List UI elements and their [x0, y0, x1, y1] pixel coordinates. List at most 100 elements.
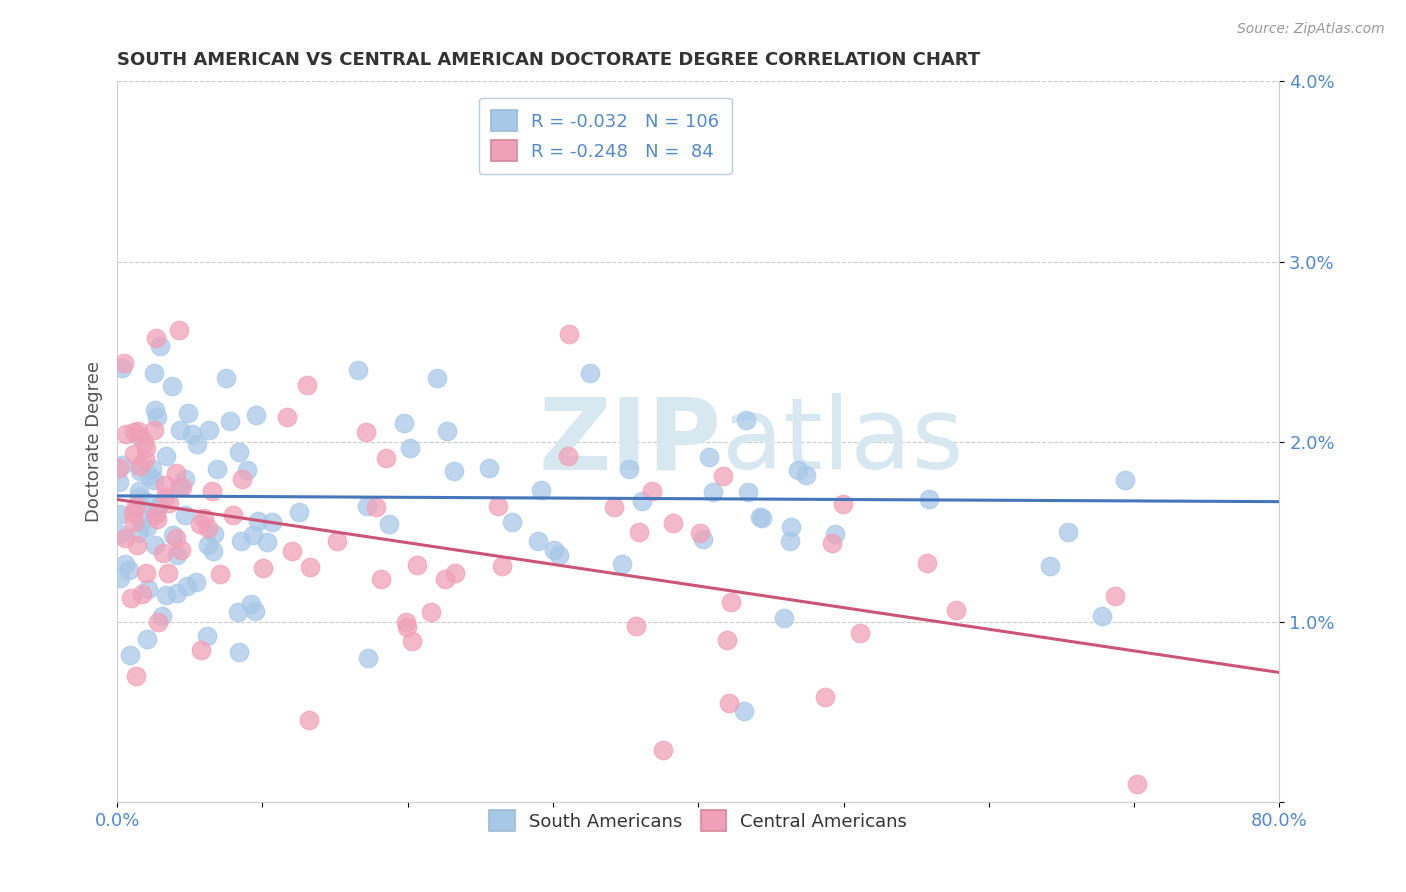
- Point: [288, 505, 311, 519]
- Point: [136, 632, 159, 646]
- Point: [190, 643, 212, 657]
- Point: [486, 499, 509, 513]
- Point: [1104, 589, 1126, 603]
- Point: [558, 326, 581, 341]
- Point: [129, 463, 152, 477]
- Point: [610, 557, 633, 571]
- Point: [173, 472, 195, 486]
- Point: [392, 416, 415, 430]
- Point: [201, 483, 224, 498]
- Point: [136, 582, 159, 597]
- Text: atlas: atlas: [721, 393, 963, 491]
- Point: [197, 629, 219, 643]
- Text: SOUTH AMERICAN VS CENTRAL AMERICAN DOCTORATE DEGREE CORRELATION CHART: SOUTH AMERICAN VS CENTRAL AMERICAN DOCTO…: [117, 51, 980, 69]
- Point: [149, 339, 172, 353]
- Point: [118, 563, 141, 577]
- Point: [122, 447, 145, 461]
- Point: [370, 572, 392, 586]
- Point: [1091, 608, 1114, 623]
- Text: Source: ZipAtlas.com: Source: ZipAtlas.com: [1237, 22, 1385, 37]
- Point: [108, 526, 131, 541]
- Point: [718, 696, 741, 710]
- Point: [128, 483, 150, 498]
- Y-axis label: Doctorate Degree: Doctorate Degree: [86, 361, 103, 523]
- Point: [146, 500, 169, 515]
- Point: [491, 559, 513, 574]
- Point: [1125, 777, 1147, 791]
- Point: [702, 484, 724, 499]
- Point: [399, 441, 422, 455]
- Point: [138, 469, 160, 483]
- Text: ZIP: ZIP: [538, 393, 721, 491]
- Point: [155, 588, 177, 602]
- Point: [146, 512, 169, 526]
- Point: [526, 533, 548, 548]
- Point: [186, 436, 208, 450]
- Point: [624, 619, 647, 633]
- Point: [231, 472, 253, 486]
- Point: [169, 423, 191, 437]
- Point: [298, 560, 321, 574]
- Point: [631, 494, 654, 508]
- Point: [444, 566, 467, 580]
- Point: [849, 625, 872, 640]
- Point: [159, 496, 181, 510]
- Point: [396, 620, 419, 634]
- Legend: South Americans, Central Americans: South Americans, Central Americans: [477, 797, 920, 844]
- Point: [354, 425, 377, 439]
- Point: [131, 587, 153, 601]
- Point: [198, 423, 221, 437]
- Point: [122, 507, 145, 521]
- Point: [155, 449, 177, 463]
- Point: [395, 615, 418, 629]
- Point: [128, 429, 150, 443]
- Point: [165, 532, 187, 546]
- Point: [125, 499, 148, 513]
- Point: [252, 561, 274, 575]
- Point: [177, 406, 200, 420]
- Point: [141, 462, 163, 476]
- Point: [357, 651, 380, 665]
- Point: [281, 543, 304, 558]
- Point: [114, 557, 136, 571]
- Point: [150, 609, 173, 624]
- Point: [167, 323, 190, 337]
- Point: [215, 370, 238, 384]
- Point: [143, 508, 166, 522]
- Point: [662, 516, 685, 530]
- Point: [176, 579, 198, 593]
- Point: [734, 413, 756, 427]
- Point: [112, 355, 135, 369]
- Point: [814, 690, 837, 704]
- Point: [262, 515, 284, 529]
- Point: [236, 463, 259, 477]
- Point: [128, 490, 150, 504]
- Point: [720, 595, 742, 609]
- Point: [145, 409, 167, 424]
- Point: [918, 492, 941, 507]
- Point: [169, 480, 191, 494]
- Point: [111, 360, 134, 375]
- Point: [229, 533, 252, 548]
- Point: [184, 575, 207, 590]
- Point: [1057, 525, 1080, 540]
- Point: [173, 508, 195, 523]
- Point: [110, 458, 132, 473]
- Point: [134, 451, 156, 466]
- Point: [124, 515, 146, 529]
- Point: [145, 508, 167, 522]
- Point: [114, 531, 136, 545]
- Point: [166, 586, 188, 600]
- Point: [160, 379, 183, 393]
- Point: [143, 473, 166, 487]
- Point: [780, 520, 803, 534]
- Point: [436, 424, 458, 438]
- Point: [107, 461, 129, 475]
- Point: [786, 463, 808, 477]
- Point: [197, 538, 219, 552]
- Point: [125, 669, 148, 683]
- Point: [145, 331, 167, 345]
- Point: [426, 370, 449, 384]
- Point: [733, 705, 755, 719]
- Point: [208, 567, 231, 582]
